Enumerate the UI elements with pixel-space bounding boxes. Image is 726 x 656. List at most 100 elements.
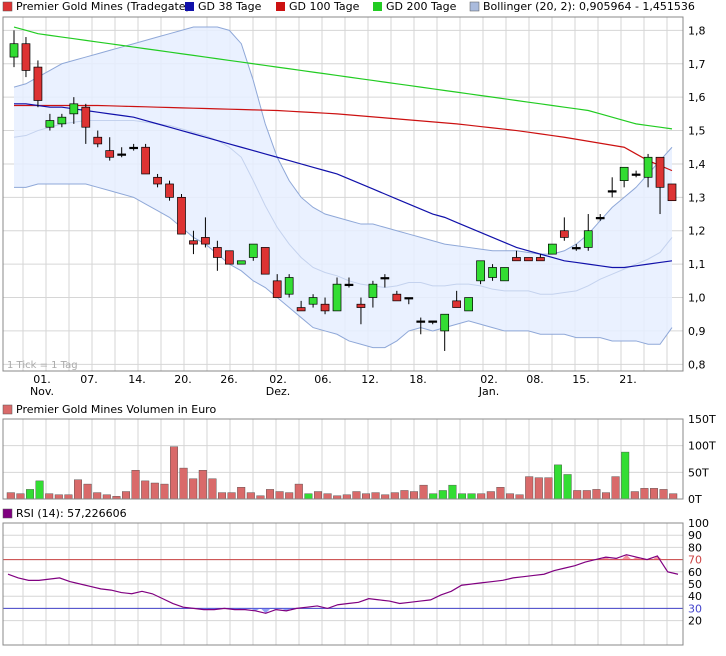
candle <box>213 240 222 271</box>
candle-body <box>260 247 270 275</box>
candle-body <box>308 297 318 305</box>
price-x-label: 14. <box>128 373 146 386</box>
candle <box>189 230 198 255</box>
price-frame <box>2 16 684 372</box>
candle-body <box>201 237 210 245</box>
price-x-label: 02. <box>480 373 498 386</box>
candle <box>21 37 31 78</box>
candle-body <box>512 257 521 262</box>
volume-bar <box>381 494 390 500</box>
rsi-oversold-area <box>198 608 292 614</box>
candle-body <box>476 260 485 282</box>
price-panel: 0,8 0,9 1,0 1,1 1,2 1,3 1,4 1,5 1,6 1,7 1,8 01.Nov.… <box>2 16 706 398</box>
volume-panel: 0T 50T 100T 150T <box>2 413 716 506</box>
candle <box>595 214 605 221</box>
volume-tick-label: 0T <box>688 493 702 506</box>
candle-body <box>213 247 222 258</box>
volume-bar <box>141 480 150 500</box>
volume-bar <box>16 493 25 500</box>
rsi-tick-label: 90 <box>688 529 702 542</box>
volume-bar <box>390 492 399 500</box>
rsi-frame <box>2 522 684 646</box>
price-x-label: 02. <box>269 373 287 386</box>
candle <box>224 250 234 265</box>
volume-bar <box>467 493 476 500</box>
candle <box>500 267 509 282</box>
volume-bar <box>410 491 419 500</box>
candle-body <box>21 43 31 71</box>
volume-bar <box>285 492 294 500</box>
volume-bar <box>304 493 313 500</box>
candle <box>344 277 354 288</box>
price-tick-label: 1,0 <box>688 292 706 305</box>
volume-bar <box>198 470 207 500</box>
price-x-label: 08. <box>526 373 544 386</box>
candle <box>57 113 67 128</box>
volume-bar <box>477 493 486 500</box>
candle-body <box>272 280 282 298</box>
volume-bar <box>621 451 630 500</box>
volume-bar <box>208 478 217 500</box>
volume-bar <box>496 487 505 500</box>
candle <box>416 317 426 335</box>
volume-bar <box>237 487 246 500</box>
rsi-tick-label: 40 <box>688 590 702 603</box>
rsi-tick-label: 80 <box>688 541 702 554</box>
rsi-grid <box>3 522 683 645</box>
candle-body <box>524 257 533 262</box>
price-x-sublabel: Dez. <box>266 385 291 398</box>
candle <box>536 254 545 262</box>
candle-body <box>595 217 605 220</box>
volume-bar <box>573 490 582 500</box>
volume-bar <box>515 494 524 500</box>
volume-bar <box>275 491 284 500</box>
candle <box>320 297 330 315</box>
price-x-label: 18. <box>409 373 427 386</box>
volume-bar <box>650 488 659 500</box>
candle <box>141 143 150 175</box>
volume-bar <box>160 483 169 500</box>
volume-bar <box>630 491 639 500</box>
candle <box>607 177 617 198</box>
volume-bar <box>54 494 63 500</box>
svg-text:Premier Gold Mines (Tradegate): Premier Gold Mines (Tradegate) <box>16 0 190 13</box>
volume-bar <box>429 493 438 500</box>
volume-bar <box>294 483 303 500</box>
legend-rsi: RSI (14): 57,226606 <box>2 507 127 520</box>
candle-body <box>93 136 103 145</box>
volume-bar <box>323 493 332 500</box>
volume-tick-label: 50T <box>688 466 709 479</box>
candle-body <box>165 183 174 198</box>
price-tick-label: 1,5 <box>688 125 706 138</box>
candle <box>129 143 138 151</box>
volume-bar <box>189 478 198 500</box>
candle-body <box>117 153 127 156</box>
rsi-overbought-area <box>600 554 663 560</box>
ma200-line <box>13 26 673 130</box>
volume-bar <box>611 476 620 500</box>
candle <box>464 297 473 312</box>
candle-body <box>571 247 581 250</box>
volume-bar <box>73 479 82 500</box>
candle-body <box>177 196 186 235</box>
candle <box>45 113 55 131</box>
price-x-sublabel: Jan. <box>478 385 499 398</box>
candle-body <box>607 190 617 193</box>
volume-bar <box>64 494 73 500</box>
volume-bar <box>102 494 111 500</box>
svg-text:GD 100 Tage: GD 100 Tage <box>289 0 360 13</box>
candle-body <box>224 250 234 265</box>
svg-text:RSI (14): 57,226606: RSI (14): 57,226606 <box>16 507 127 520</box>
candle <box>248 243 258 261</box>
candle <box>619 166 629 188</box>
volume-bar <box>563 474 572 500</box>
candle <box>452 290 462 308</box>
price-tick-label: 1,7 <box>688 58 706 71</box>
candle-body <box>404 297 414 300</box>
candle <box>33 60 43 108</box>
candle-body <box>643 156 653 178</box>
volume-bar <box>169 446 178 500</box>
candle-body <box>344 283 354 287</box>
bollinger-lower-line <box>14 183 673 349</box>
